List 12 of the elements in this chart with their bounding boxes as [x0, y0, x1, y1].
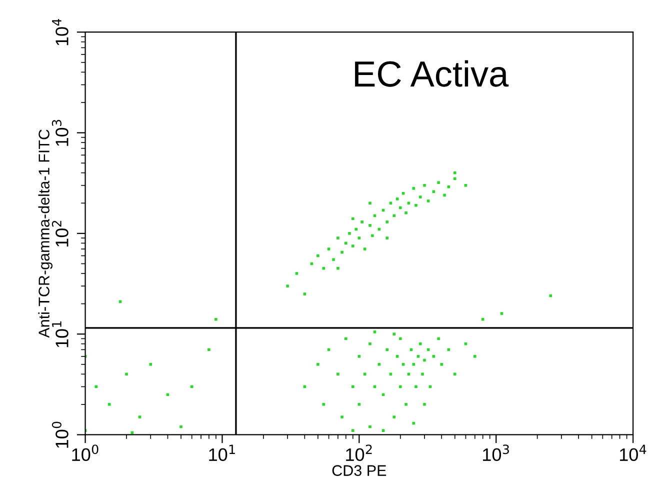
y-tick-label: 10$^{1}$ — [52, 321, 68, 348]
x-tick-label: 10$^{4}$ — [620, 444, 646, 462]
x-tick-label: 10$^{2}$ — [346, 444, 372, 462]
x-tick-label: 10$^{0}$ — [72, 444, 98, 462]
x-axis-title: CD3 PE — [332, 465, 386, 476]
y-tick-label: 10$^{2}$ — [52, 220, 68, 246]
y-tick-label: 10$^{4}$ — [52, 18, 68, 46]
x-tick-label: 10$^{3}$ — [483, 444, 509, 462]
y-tick-label: 10$^{3}$ — [52, 120, 68, 146]
annotation: EC Activa — [355, 60, 509, 87]
x-tick-label: 10$^{1}$ — [209, 444, 235, 462]
y-axis-title: Anti-TCR-gamma-delta-1 FITC — [38, 130, 52, 338]
